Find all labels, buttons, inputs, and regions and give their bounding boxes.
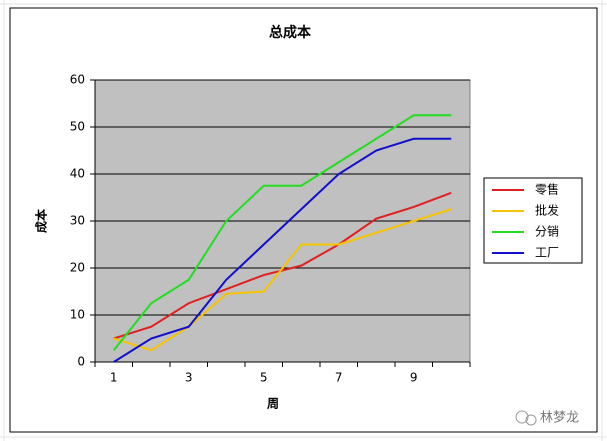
y-tick-label: 50 (70, 120, 85, 134)
watermark-icon (515, 410, 537, 426)
x-tick-label: 9 (410, 371, 418, 385)
series-line (113, 191, 452, 340)
y-tick-label: 60 (70, 73, 85, 87)
x-tick-label: 1 (110, 371, 118, 385)
legend-label: 批发 (535, 203, 559, 218)
legend (483, 177, 583, 264)
x-tick-label: 3 (185, 371, 193, 385)
legend-label: 分销 (535, 225, 559, 239)
x-axis-label: 周 (267, 397, 279, 411)
watermark: 林梦龙 (540, 411, 579, 426)
chart-title: 总成本 (269, 24, 312, 41)
y-tick-label: 10 (70, 308, 85, 322)
legend-label: 工厂 (535, 246, 559, 260)
legend-label: 零售 (535, 182, 559, 197)
y-tick-label: 30 (70, 214, 85, 228)
series-line (113, 137, 452, 363)
series-line (112, 114, 452, 351)
y-axis-label: 成本 (34, 209, 49, 233)
y-tick-label: 40 (70, 167, 85, 181)
x-tick-label: 7 (335, 371, 343, 385)
y-tick-label: 20 (70, 261, 85, 275)
x-tick-label: 5 (260, 371, 268, 385)
y-tick-label: 0 (77, 355, 85, 369)
series-line (113, 208, 452, 352)
